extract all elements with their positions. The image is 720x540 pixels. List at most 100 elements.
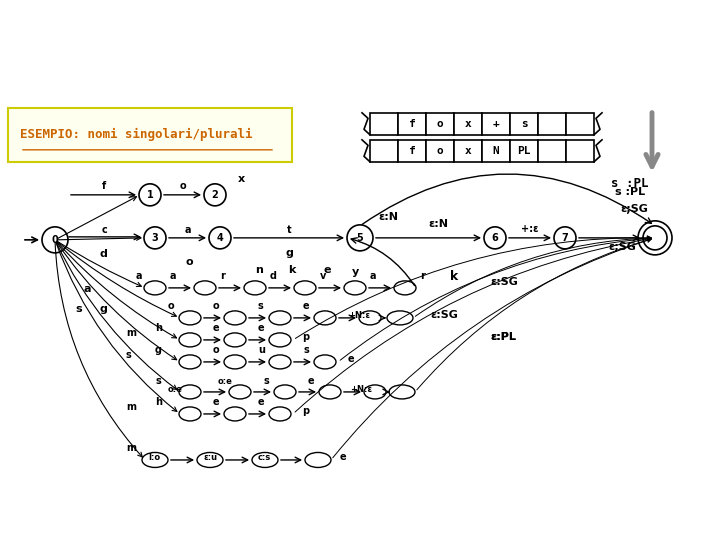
Text: s: s xyxy=(521,119,527,129)
Bar xyxy=(398,113,426,135)
Text: s: s xyxy=(263,376,269,386)
Text: e: e xyxy=(258,397,265,407)
Ellipse shape xyxy=(224,311,246,325)
Ellipse shape xyxy=(305,453,331,468)
Text: Stadio 2:: Stadio 2: xyxy=(14,31,179,60)
Bar xyxy=(566,113,594,135)
Text: N: N xyxy=(492,146,500,156)
Ellipse shape xyxy=(224,407,246,421)
Text: 5: 5 xyxy=(356,233,364,243)
Text: Identificazione della struttura: Identificazione della struttura xyxy=(133,31,649,60)
Text: ε:PL: ε:PL xyxy=(490,332,516,342)
Bar xyxy=(426,113,454,135)
Circle shape xyxy=(643,226,667,250)
Text: f: f xyxy=(102,181,106,191)
Text: c: c xyxy=(102,225,108,235)
Text: m: m xyxy=(126,402,136,412)
Text: p: p xyxy=(302,406,309,416)
Bar xyxy=(370,140,398,162)
Ellipse shape xyxy=(179,407,201,421)
Ellipse shape xyxy=(319,385,341,399)
Text: e: e xyxy=(323,265,330,275)
Text: e: e xyxy=(213,323,220,333)
Text: g: g xyxy=(155,345,162,355)
Text: ε:SG: ε:SG xyxy=(490,277,518,287)
Text: r: r xyxy=(420,271,425,281)
Text: m: m xyxy=(126,328,136,338)
Ellipse shape xyxy=(269,333,291,347)
Text: x: x xyxy=(464,146,472,156)
Ellipse shape xyxy=(224,355,246,369)
Circle shape xyxy=(144,227,166,249)
Text: o: o xyxy=(436,119,444,129)
Ellipse shape xyxy=(269,355,291,369)
Text: s :PL: s :PL xyxy=(615,187,645,197)
Text: f: f xyxy=(409,146,415,156)
Ellipse shape xyxy=(274,385,296,399)
Ellipse shape xyxy=(142,453,168,468)
Text: y: y xyxy=(352,267,359,277)
Bar xyxy=(538,140,566,162)
Text: x: x xyxy=(464,119,472,129)
Text: d: d xyxy=(270,271,277,281)
Text: o: o xyxy=(436,146,444,156)
Circle shape xyxy=(347,225,373,251)
Ellipse shape xyxy=(364,385,386,399)
Ellipse shape xyxy=(197,453,223,468)
Bar xyxy=(426,140,454,162)
Ellipse shape xyxy=(314,355,336,369)
Text: 4: 4 xyxy=(217,233,223,243)
Text: r: r xyxy=(220,271,225,281)
Text: s :PL: s :PL xyxy=(611,177,649,190)
Text: o:e: o:e xyxy=(218,377,233,386)
Circle shape xyxy=(484,227,506,249)
Bar xyxy=(454,113,482,135)
Ellipse shape xyxy=(229,385,251,399)
Text: o: o xyxy=(213,301,220,311)
Text: +N:ε: +N:ε xyxy=(348,311,370,320)
Bar xyxy=(482,140,510,162)
Text: n: n xyxy=(255,265,263,275)
Ellipse shape xyxy=(387,311,413,325)
Text: x: x xyxy=(238,174,245,184)
Text: o: o xyxy=(168,301,175,311)
Text: ε;SG: ε;SG xyxy=(608,242,636,252)
Bar xyxy=(482,113,510,135)
Text: ε:SG: ε:SG xyxy=(430,310,458,320)
Ellipse shape xyxy=(314,311,336,325)
Ellipse shape xyxy=(269,311,291,325)
Text: a: a xyxy=(370,271,377,281)
Ellipse shape xyxy=(244,281,266,295)
Text: e: e xyxy=(340,452,346,462)
Ellipse shape xyxy=(252,453,278,468)
Bar xyxy=(370,113,398,135)
Text: e: e xyxy=(308,376,315,386)
Text: a: a xyxy=(136,271,143,281)
FancyBboxPatch shape xyxy=(8,108,292,162)
Text: g: g xyxy=(100,304,108,314)
Circle shape xyxy=(204,184,226,206)
Text: +N:ε: +N:ε xyxy=(350,385,372,394)
Text: ε:PL: ε:PL xyxy=(490,332,516,342)
Text: a: a xyxy=(184,225,191,235)
Text: 7: 7 xyxy=(562,233,568,243)
Text: h: h xyxy=(155,397,162,407)
Text: v: v xyxy=(320,271,326,281)
Text: a: a xyxy=(170,271,176,281)
Ellipse shape xyxy=(179,333,201,347)
Text: e: e xyxy=(303,301,310,311)
Circle shape xyxy=(42,227,68,253)
Ellipse shape xyxy=(344,281,366,295)
Circle shape xyxy=(209,227,231,249)
Text: 0: 0 xyxy=(52,235,58,245)
Text: l:o: l:o xyxy=(148,453,160,462)
Text: 2: 2 xyxy=(212,190,218,200)
Text: a: a xyxy=(83,284,91,294)
Text: s: s xyxy=(126,350,132,360)
Circle shape xyxy=(139,184,161,206)
Text: 1: 1 xyxy=(147,190,153,200)
Text: s: s xyxy=(75,304,81,314)
Text: p: p xyxy=(302,332,309,342)
Text: t: t xyxy=(287,225,292,235)
Text: f: f xyxy=(409,119,415,129)
